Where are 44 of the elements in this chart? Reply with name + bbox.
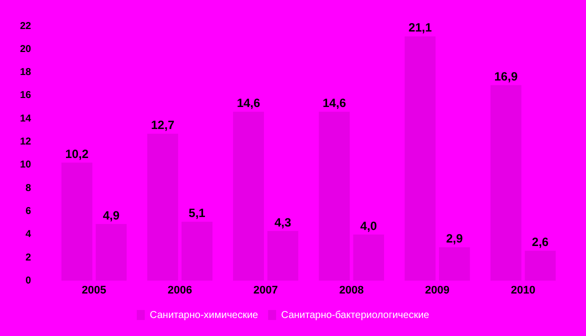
data-label: 21,1 bbox=[408, 20, 432, 35]
data-label: 4,0 bbox=[360, 218, 378, 233]
y-tick-label: 4 bbox=[26, 229, 32, 240]
bar bbox=[147, 134, 178, 281]
x-tick-label: 2006 bbox=[168, 284, 192, 296]
y-tick-label: 8 bbox=[26, 182, 32, 194]
y-tick-label: 20 bbox=[20, 44, 32, 55]
x-tick-label: 2007 bbox=[253, 284, 278, 296]
x-tick-label: 2009 bbox=[425, 284, 450, 296]
bar bbox=[353, 234, 384, 281]
legend-label: Санитарно-бактериологические bbox=[281, 310, 430, 321]
data-label: 14,6 bbox=[236, 96, 260, 110]
data-label: 14,6 bbox=[322, 96, 346, 110]
y-tick-label: 0 bbox=[26, 276, 32, 287]
bar bbox=[61, 162, 92, 281]
bar bbox=[233, 112, 264, 281]
data-label: 10,2 bbox=[65, 146, 89, 161]
y-tick-label: 16 bbox=[20, 90, 32, 102]
bar bbox=[438, 247, 470, 281]
y-tick-label: 14 bbox=[20, 113, 32, 124]
bar bbox=[318, 112, 350, 281]
x-tick-label: 2005 bbox=[82, 284, 106, 296]
y-tick-label: 6 bbox=[26, 206, 32, 218]
y-tick-label: 10 bbox=[20, 160, 32, 171]
y-tick-label: 12 bbox=[20, 136, 32, 148]
data-label: 5,1 bbox=[188, 206, 206, 220]
bar bbox=[182, 222, 212, 281]
data-label: 2,6 bbox=[532, 235, 549, 249]
data-label: 4,9 bbox=[102, 208, 120, 222]
data-label: 2,9 bbox=[446, 232, 464, 246]
legend-label: Санитарно-химические bbox=[150, 310, 259, 321]
x-tick-label: 2010 bbox=[510, 284, 536, 296]
bar bbox=[404, 36, 436, 281]
y-tick-label: 22 bbox=[20, 20, 32, 32]
y-tick-label: 18 bbox=[20, 67, 32, 78]
data-label: 16,9 bbox=[494, 69, 518, 84]
bar bbox=[524, 250, 556, 281]
data-label: 4,3 bbox=[274, 215, 292, 230]
bar bbox=[490, 85, 522, 281]
data-label: 12,7 bbox=[151, 118, 175, 132]
y-tick-label: 2 bbox=[26, 252, 32, 264]
bar bbox=[96, 224, 127, 281]
x-tick-label: 2008 bbox=[339, 284, 364, 296]
bar bbox=[267, 231, 298, 281]
